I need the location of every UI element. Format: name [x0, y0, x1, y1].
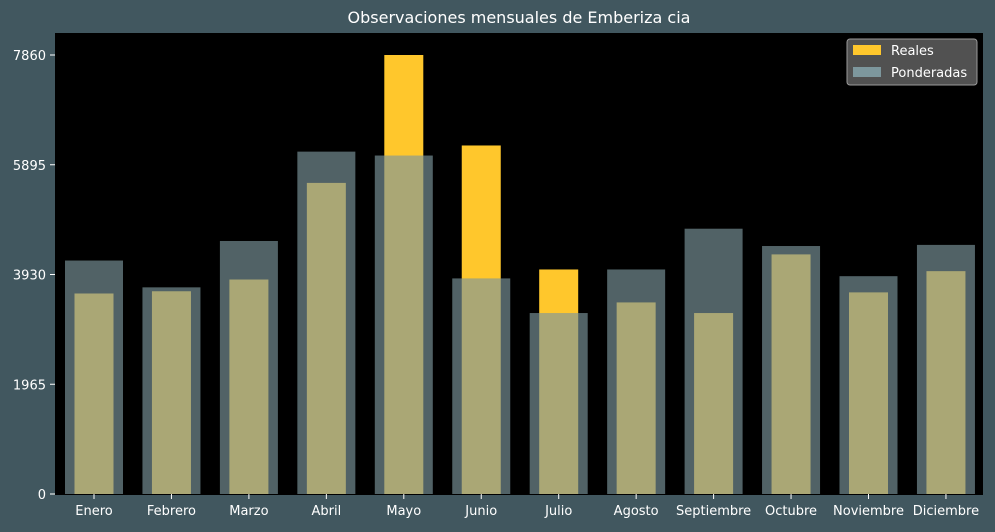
bar-ponderadas-noviembre: [839, 276, 898, 494]
x-tick-label: Octubre: [765, 504, 817, 519]
bar-ponderadas-octubre: [762, 246, 821, 494]
y-tick-label: 1965: [13, 378, 46, 393]
bar-ponderadas-septiembre: [684, 228, 743, 494]
x-tick-label: Marzo: [229, 504, 268, 519]
x-tick-label: Mayo: [386, 504, 421, 519]
y-tick-label: 0: [38, 488, 46, 503]
chart-title: Observaciones mensuales de Emberiza cia: [348, 8, 691, 27]
x-tick-label: Enero: [75, 504, 113, 519]
x-tick-label: Abril: [311, 504, 341, 519]
x-tick-label: Agosto: [614, 504, 659, 519]
bar-ponderadas-junio: [452, 278, 511, 494]
x-tick-label: Noviembre: [833, 504, 904, 519]
legend-swatch-reales: [853, 45, 881, 55]
y-tick-label: 3930: [13, 269, 46, 284]
bar-ponderadas-febrero: [142, 287, 201, 494]
bar-ponderadas-julio: [529, 313, 588, 494]
x-tick-label: Junio: [464, 504, 497, 519]
bar-ponderadas-mayo: [374, 155, 433, 494]
x-tick-label: Julio: [544, 504, 572, 519]
y-tick-label: 5895: [13, 159, 46, 174]
plot-area: [55, 33, 983, 495]
legend: Reales Ponderadas: [846, 38, 978, 86]
x-tick-label: Septiembre: [676, 504, 751, 519]
x-tick-label: Diciembre: [913, 504, 979, 519]
bar-ponderadas-marzo: [219, 240, 278, 494]
legend-label-ponderadas: Ponderadas: [891, 66, 967, 81]
bar-ponderadas-enero: [65, 260, 123, 494]
bar-ponderadas-abril: [297, 151, 356, 494]
legend-swatch-ponderadas: [853, 67, 881, 77]
x-tick-label: Febrero: [147, 504, 196, 519]
bar-ponderadas-diciembre: [916, 244, 975, 494]
bar-ponderadas-agosto: [607, 269, 666, 494]
bars-layer: [65, 55, 975, 495]
axes-layer: 0 1965 3930 5895 7860 Enero Febrero Marzo Abril M…: [13, 49, 979, 519]
y-tick-label: 7860: [13, 49, 46, 64]
legend-label-reales: Reales: [891, 44, 934, 59]
